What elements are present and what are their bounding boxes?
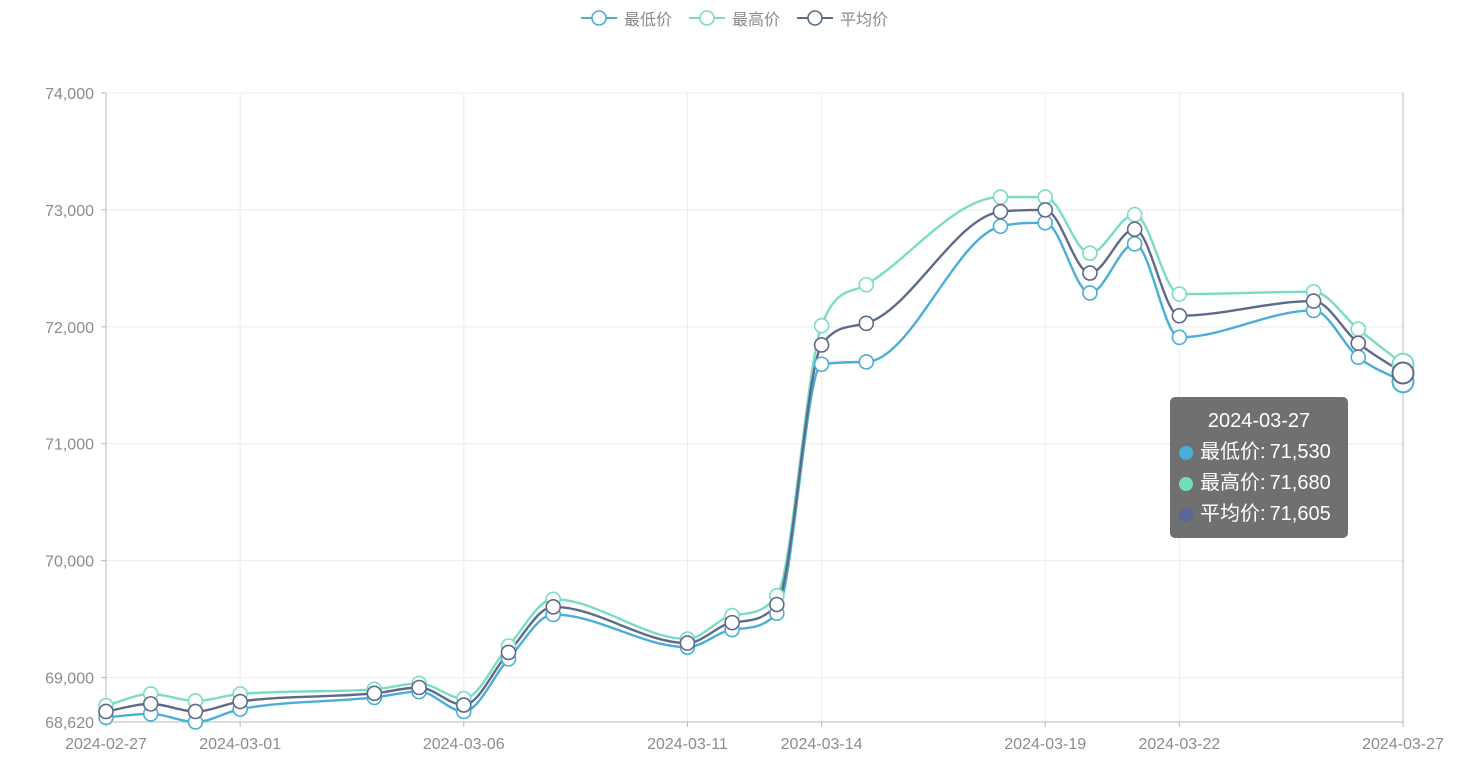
data-point-low [992, 218, 1009, 235]
legend-avg-marker-icon [797, 10, 833, 26]
series-line-high [105, 195, 1404, 707]
tooltip-avg-value: 71,605 [1269, 503, 1331, 525]
legend-item-low[interactable]: 最低价 [580, 6, 672, 30]
y-tick-label: 68,620 [45, 715, 94, 732]
data-point-avg [1037, 202, 1054, 218]
data-point-avg [1305, 293, 1322, 309]
data-point-high [813, 317, 830, 334]
y-tick-label: 74,000 [45, 86, 94, 103]
legend-label-avg: 平均价 [840, 12, 889, 29]
tooltip-row-low: 最低价: 71,530 [1179, 437, 1339, 468]
data-point-avg [813, 337, 830, 353]
y-tick-label: 70,000 [45, 554, 94, 571]
data-point-low [1126, 236, 1143, 252]
data-point-avg [545, 599, 562, 615]
x-tick-label: 2024-03-19 [1004, 736, 1086, 753]
data-point-avg [769, 596, 785, 613]
data-point-avg [366, 685, 383, 702]
legend-label-high: 最高价 [731, 12, 780, 29]
data-point-high [858, 276, 875, 293]
data-point-avg [500, 644, 517, 661]
tooltip-high-label: 最高价 [1200, 472, 1260, 494]
tooltip-high-value: 71,680 [1269, 472, 1331, 494]
data-point-low [1082, 285, 1098, 301]
x-tick-label: 2024-03-06 [423, 736, 505, 753]
data-point-avg [1126, 221, 1143, 238]
data-point-high [1037, 189, 1054, 205]
y-tick-label: 69,000 [45, 671, 94, 688]
data-point-avg [1350, 335, 1367, 351]
legend-item-avg[interactable]: 平均价 [796, 6, 888, 30]
x-tick-label: 2024-03-11 [647, 736, 728, 753]
data-point-high [992, 189, 1009, 205]
data-point-low [813, 356, 830, 373]
tooltip-avg-label: 平均价 [1200, 503, 1260, 525]
x-tick-label: 2024-03-01 [199, 736, 281, 753]
tooltip-row-avg: 平均价: 71,605 [1179, 499, 1339, 530]
data-point-high [1171, 286, 1188, 302]
tooltip-title: 2024-03-27 [1207, 410, 1311, 432]
data-point-high [1082, 245, 1098, 261]
data-point-avg [232, 693, 248, 710]
data-point-avg [455, 697, 472, 713]
chart-legend: 最低价 最高价 平均价 [0, 6, 1468, 30]
y-tick-label: 72,000 [45, 320, 94, 337]
chart-tooltip: 2024-03-27 最低价: 71,530 最高价: 71,680 平均价: … [1170, 397, 1348, 538]
data-point-low [1350, 349, 1367, 366]
data-point-avg [1391, 361, 1415, 385]
data-point-avg [1082, 265, 1098, 281]
data-point-low [858, 354, 875, 370]
data-point-avg [1171, 307, 1188, 324]
tooltip-row-high: 最高价: 71,680 [1179, 468, 1339, 499]
x-tick-label: 2024-03-14 [781, 736, 863, 753]
y-tick-label: 71,000 [45, 437, 94, 454]
legend-low-marker-icon [580, 10, 617, 26]
x-tick-label: 2024-03-27 [1362, 736, 1444, 753]
data-point-high [1126, 206, 1143, 223]
data-point-low [1171, 329, 1188, 346]
legend-label-low: 最低价 [623, 12, 672, 29]
data-point-avg [98, 703, 114, 720]
data-point-avg [187, 703, 204, 720]
tooltip-low-value: 71,530 [1269, 441, 1331, 463]
legend-high-marker-icon [688, 10, 725, 26]
x-tick-label: 2024-03-22 [1138, 736, 1220, 753]
tooltip-low-label: 最低价 [1200, 441, 1260, 463]
tooltip-low-dot-icon [1179, 445, 1193, 460]
data-point-avg [411, 679, 427, 696]
data-point-avg [724, 614, 740, 631]
data-point-avg [142, 696, 159, 712]
x-tick-label: 2024-02-27 [65, 736, 147, 753]
data-point-avg [992, 203, 1009, 220]
tooltip-high-dot-icon [1179, 476, 1193, 491]
legend-item-high[interactable]: 最高价 [688, 6, 780, 30]
y-tick-label: 73,000 [45, 203, 94, 220]
tooltip-avg-dot-icon [1179, 507, 1193, 522]
data-point-low [1037, 214, 1054, 231]
data-point-avg [858, 315, 875, 332]
data-point-high [1350, 321, 1367, 337]
data-point-avg [679, 635, 696, 651]
series-line-low [105, 221, 1404, 724]
